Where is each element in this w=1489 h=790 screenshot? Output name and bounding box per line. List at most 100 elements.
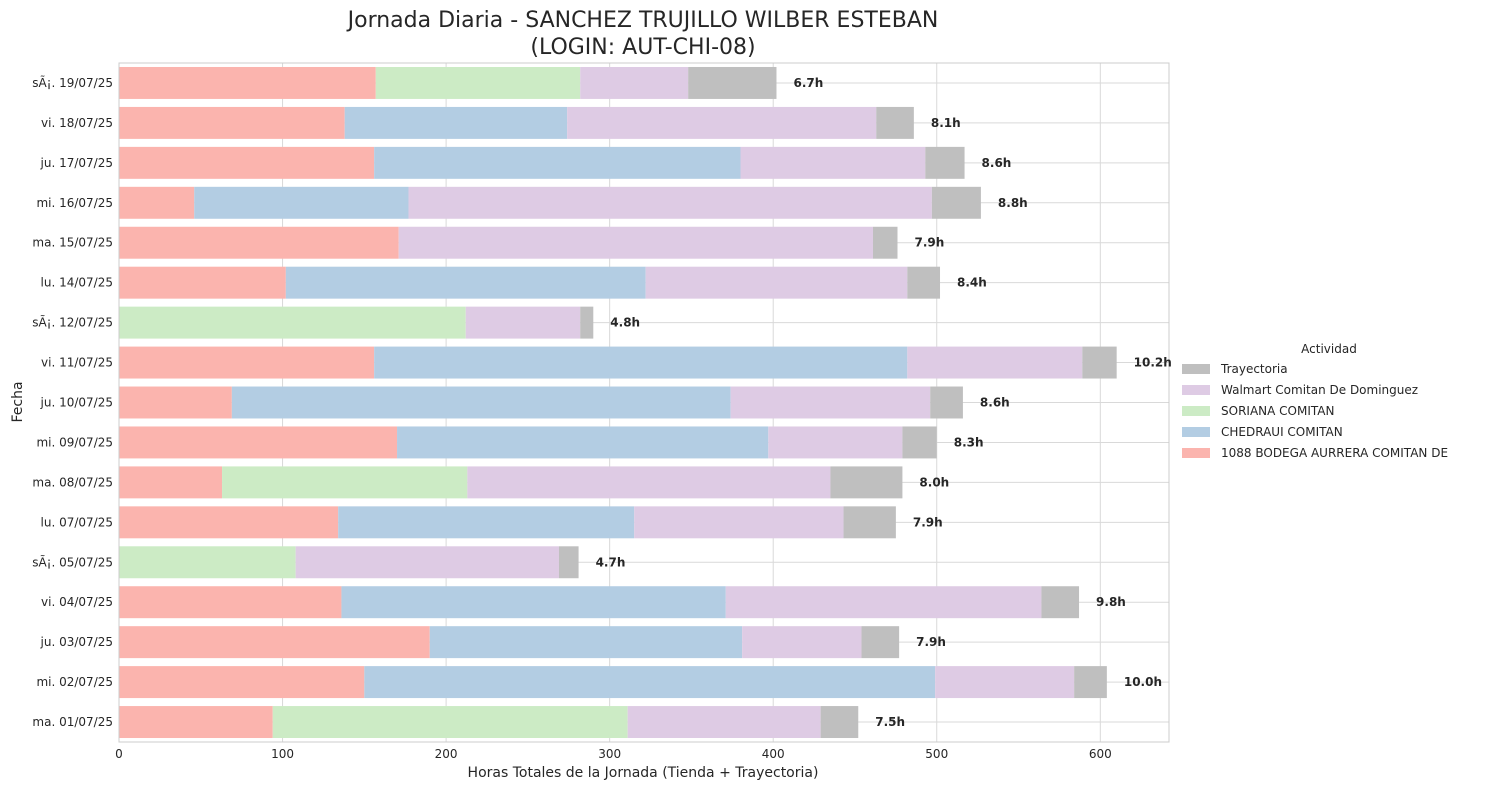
bar-segment bbox=[222, 466, 468, 499]
x-tick-label: 400 bbox=[762, 747, 785, 761]
bar-segment bbox=[907, 266, 941, 299]
x-tick-label: 300 bbox=[598, 747, 621, 761]
bar-segment bbox=[397, 426, 769, 459]
bar-segment bbox=[119, 586, 342, 619]
bar-segment bbox=[931, 186, 981, 219]
bar-segment bbox=[119, 706, 273, 739]
y-tick-label: lu. 07/07/25 bbox=[41, 515, 113, 529]
y-tick-label: ju. 17/07/25 bbox=[40, 156, 113, 170]
bar-segment bbox=[742, 626, 862, 659]
bar-segment bbox=[580, 306, 594, 339]
y-tick-label: ma. 08/07/25 bbox=[32, 475, 113, 489]
bar-total-label: 8.4h bbox=[957, 276, 987, 290]
bar-segment bbox=[843, 506, 896, 539]
plot-frame bbox=[118, 62, 1170, 743]
legend-swatch bbox=[1182, 364, 1210, 374]
bar-segment bbox=[341, 586, 726, 619]
legend-label: Trayectoria bbox=[1220, 362, 1288, 376]
y-tick-label: ju. 03/07/25 bbox=[40, 635, 113, 649]
bar-segment bbox=[408, 186, 932, 219]
bar-total-label: 7.9h bbox=[913, 515, 943, 529]
bar-segment bbox=[119, 546, 296, 579]
bar-segment bbox=[730, 386, 931, 419]
legend-label: 1088 BODEGA AURRERA COMITAN DE bbox=[1221, 446, 1448, 460]
bar-segment bbox=[119, 186, 195, 219]
y-tick-label: sÃ¡. 12/07/25 bbox=[32, 315, 113, 330]
bar-total-label: 10.0h bbox=[1124, 675, 1162, 689]
bar-segment bbox=[119, 626, 430, 659]
bar-segment bbox=[272, 706, 628, 739]
x-tick-label: 0 bbox=[115, 747, 123, 761]
bar-segment bbox=[467, 466, 831, 499]
bars bbox=[119, 66, 1117, 739]
x-tick-label: 200 bbox=[435, 747, 458, 761]
bar-segment bbox=[830, 466, 903, 499]
bar-segment bbox=[231, 386, 731, 419]
x-tick-label: 600 bbox=[1089, 747, 1112, 761]
y-tick-label: vi. 04/07/25 bbox=[41, 595, 113, 609]
bar-segment bbox=[119, 666, 365, 699]
bar-segment bbox=[902, 426, 937, 459]
bar-segment bbox=[876, 106, 914, 139]
bar-total-label: 9.8h bbox=[1096, 595, 1126, 609]
bar-segment bbox=[1041, 586, 1080, 619]
legend-items: Trayectoria Walmart Comitan De Dominguez S… bbox=[1182, 362, 1448, 460]
bar-segment bbox=[820, 706, 859, 739]
bar-segment bbox=[119, 266, 286, 299]
bar-segment bbox=[634, 506, 844, 539]
bar-segment bbox=[627, 706, 821, 739]
bar-segment bbox=[645, 266, 908, 299]
bar-total-label: 8.6h bbox=[982, 156, 1012, 170]
bar-segment bbox=[119, 426, 398, 459]
bar-segment bbox=[465, 306, 581, 339]
bar-segment bbox=[194, 186, 409, 219]
bar-segment bbox=[925, 146, 965, 179]
bar-segment bbox=[429, 626, 743, 659]
bar-segment bbox=[1082, 346, 1117, 379]
bar-segment bbox=[374, 346, 908, 379]
bar-segment bbox=[725, 586, 1042, 619]
bar-total-label: 8.1h bbox=[931, 116, 961, 130]
y-tick-label: ma. 15/07/25 bbox=[32, 236, 113, 250]
legend-swatch bbox=[1182, 385, 1210, 395]
x-tick-label: 500 bbox=[925, 747, 948, 761]
bar-segment bbox=[285, 266, 646, 299]
bar-total-label: 10.2h bbox=[1134, 356, 1172, 370]
bar-total-label: 4.8h bbox=[610, 316, 640, 330]
legend: Actividad Trayectoria Walmart Comitan De … bbox=[1182, 342, 1448, 460]
bar-segment bbox=[567, 106, 877, 139]
bar-total-label: 8.8h bbox=[998, 196, 1028, 210]
bar-segment bbox=[119, 386, 232, 419]
bar-total-label: 8.0h bbox=[919, 475, 949, 489]
bar-segment bbox=[872, 226, 898, 259]
bar-total-label: 7.9h bbox=[916, 635, 946, 649]
bar-segment bbox=[740, 146, 926, 179]
bar-segment bbox=[768, 426, 903, 459]
bar-segment bbox=[119, 66, 376, 99]
bar-segment bbox=[375, 66, 581, 99]
bar-segment bbox=[374, 146, 741, 179]
bar-total-label: 8.6h bbox=[980, 396, 1010, 410]
legend-label: CHEDRAUI COMITAN bbox=[1221, 425, 1343, 439]
bar-segment bbox=[338, 506, 635, 539]
bar-segment bbox=[364, 666, 936, 699]
x-tick-label: 100 bbox=[271, 747, 294, 761]
y-tick-label: mi. 09/07/25 bbox=[36, 435, 113, 449]
bar-segment bbox=[119, 106, 345, 139]
bar-segment bbox=[119, 306, 466, 339]
y-tick-label: mi. 16/07/25 bbox=[36, 196, 113, 210]
legend-label: SORIANA COMITAN bbox=[1221, 404, 1334, 418]
x-tick-labels: 0 100 200 300 400 500 600 bbox=[115, 747, 1112, 761]
y-tick-labels: sÃ¡. 19/07/25 vi. 18/07/25 ju. 17/07/25 mi.… bbox=[32, 75, 113, 729]
bar-total-label: 7.5h bbox=[875, 715, 905, 729]
y-tick-label: ju. 10/07/25 bbox=[40, 396, 113, 410]
y-tick-label: sÃ¡. 19/07/25 bbox=[32, 75, 113, 90]
bar-segment bbox=[119, 346, 375, 379]
y-tick-label: lu. 14/07/25 bbox=[41, 276, 113, 290]
legend-swatch bbox=[1182, 406, 1210, 416]
bar-total-label: 8.3h bbox=[954, 435, 984, 449]
x-axis-label: Horas Totales de la Jornada (Tienda + Tr… bbox=[468, 765, 819, 781]
bar-segment bbox=[1074, 666, 1107, 699]
